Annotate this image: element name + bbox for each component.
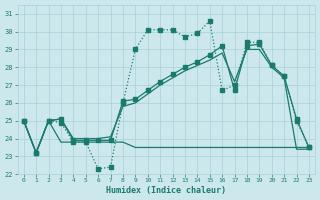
- X-axis label: Humidex (Indice chaleur): Humidex (Indice chaleur): [106, 186, 226, 195]
